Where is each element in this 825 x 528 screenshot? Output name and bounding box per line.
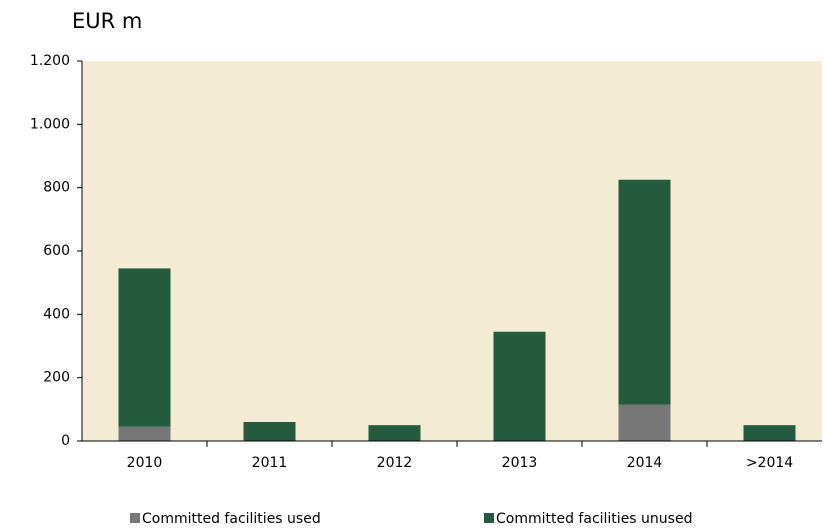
bar-segment	[618, 404, 671, 441]
legend-label: Committed facilities used	[142, 511, 321, 527]
bar-segment	[243, 422, 296, 441]
bar-segment	[118, 426, 171, 441]
bar-segment	[368, 425, 421, 441]
y-tick-label: 0	[61, 433, 70, 449]
legend-label: Committed facilities unused	[496, 511, 692, 527]
y-tick-label: 600	[43, 243, 70, 259]
plot-background	[82, 61, 822, 441]
bar-segment	[118, 268, 171, 427]
x-tick-label: >2014	[746, 455, 793, 471]
y-tick-label: 1.000	[30, 116, 70, 132]
y-tick-label: 1.200	[30, 53, 70, 69]
bar-segment	[618, 179, 671, 405]
bar-segment	[743, 425, 796, 441]
x-tick-label: 2012	[377, 455, 413, 471]
legend-swatch	[484, 513, 494, 523]
y-tick-label: 800	[43, 180, 70, 196]
chart-title: EUR m	[72, 9, 142, 33]
y-tick-label: 400	[43, 306, 70, 322]
bar-segment	[493, 331, 546, 441]
y-tick-label: 200	[43, 370, 70, 386]
x-tick-label: 2010	[127, 455, 163, 471]
legend-swatch	[130, 513, 140, 523]
x-tick-label: 2011	[252, 455, 288, 471]
x-tick-label: 2014	[627, 455, 663, 471]
x-tick-label: 2013	[502, 455, 538, 471]
